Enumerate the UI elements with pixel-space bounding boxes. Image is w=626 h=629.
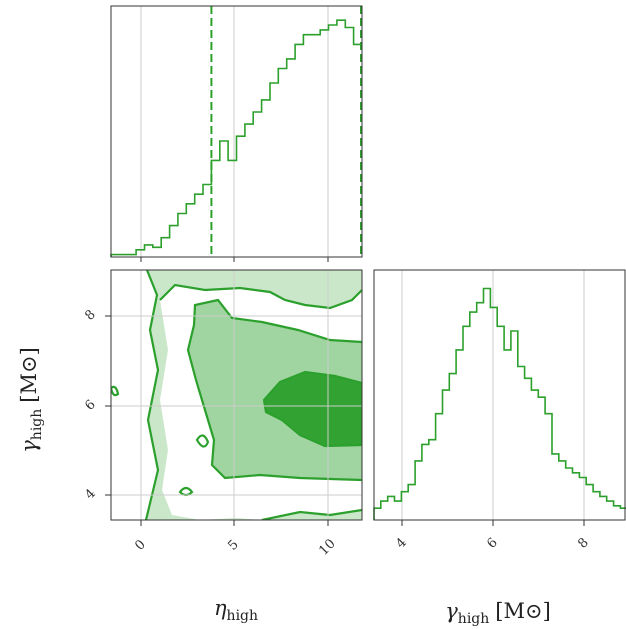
tick-label-gamma-y-4: 4 bbox=[82, 486, 98, 502]
contour-island-3 bbox=[111, 385, 120, 397]
contour-island-1 bbox=[195, 434, 210, 448]
contour-line-outer-top bbox=[159, 283, 362, 310]
eta-high-quantile-lines bbox=[210, 6, 362, 257]
x-axis-label-gamma-unit: [M⊙] bbox=[495, 599, 550, 623]
y-axis-label-gamma-unit: [M⊙] bbox=[17, 347, 41, 402]
tick-label-gamma-y-6: 6 bbox=[82, 397, 98, 413]
tick-label-eta-10: 10 bbox=[316, 536, 338, 558]
contour-line-outer-bottom bbox=[261, 508, 362, 520]
axis-ticks bbox=[105, 257, 585, 526]
eta-high-histogram bbox=[110, 19, 362, 257]
contour-line-middle bbox=[186, 298, 362, 482]
tick-label-gamma-y-8: 8 bbox=[82, 307, 98, 323]
tick-label-gamma-x-6: 6 bbox=[484, 535, 500, 551]
eta-high-hist-frame bbox=[110, 5, 363, 258]
x-axis-label-gamma-sub: high bbox=[458, 611, 489, 627]
eta-hist-gridlines bbox=[140, 6, 329, 257]
tick-label-gamma-x-4: 4 bbox=[393, 535, 409, 551]
gamma-hist-gridlines bbox=[401, 270, 585, 520]
contour-island-2 bbox=[178, 486, 194, 497]
contour-fill-inner bbox=[264, 372, 362, 446]
y-axis-label-gamma-sub: high bbox=[29, 409, 45, 440]
gamma-high-hist-frame bbox=[373, 269, 626, 521]
tick-label-eta-5: 5 bbox=[225, 537, 241, 553]
joint-panel bbox=[111, 270, 362, 520]
contour-line-outer bbox=[144, 270, 160, 520]
gamma-high-histogram bbox=[373, 287, 626, 520]
x-axis-label-eta-sub: high bbox=[227, 608, 258, 624]
tick-label-eta-0: 0 bbox=[132, 537, 148, 553]
x-axis-label-gamma-high: γhigh [M⊙] bbox=[445, 599, 551, 627]
joint-panel-frame bbox=[110, 269, 363, 521]
tick-label-gamma-x-8: 8 bbox=[575, 535, 591, 551]
y-axis-label-gamma-high: γhigh[M⊙] bbox=[17, 347, 45, 453]
x-axis-label-eta-high: ηhigh bbox=[214, 596, 258, 624]
contour-fill-outer bbox=[146, 270, 362, 520]
